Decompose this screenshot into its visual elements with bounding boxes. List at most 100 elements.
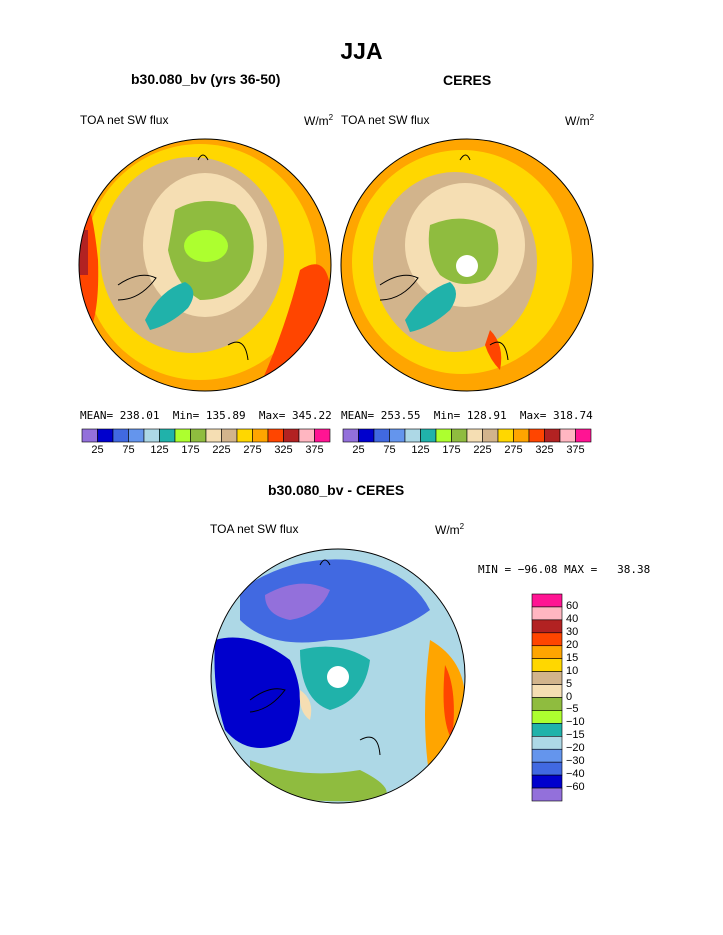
colorbar-swatch bbox=[404, 428, 421, 443]
figure-title: JJA bbox=[340, 38, 383, 64]
colorbar-swatch bbox=[342, 428, 359, 443]
panel1-map-outline bbox=[78, 138, 332, 392]
panel1-max-label: Max= bbox=[258, 409, 286, 422]
colorbar-swatch bbox=[205, 428, 222, 443]
colorbar-swatch bbox=[559, 428, 576, 443]
colorbar-swatch bbox=[283, 428, 300, 443]
panel1-units: W/m2 bbox=[304, 113, 333, 128]
colorbar-tick-label: 5 bbox=[566, 677, 573, 690]
colorbar-tick-label: −40 bbox=[566, 768, 585, 781]
panel2-left-label: TOA net SW flux bbox=[341, 113, 430, 127]
panel2-units-base: W/m bbox=[565, 114, 590, 128]
colorbar-swatch bbox=[531, 606, 563, 621]
panel3-field-wheat bbox=[299, 690, 312, 720]
colorbar-swatch bbox=[531, 723, 563, 737]
panel1-colorbar bbox=[81, 428, 331, 443]
colorbar-tick-label: −5 bbox=[566, 703, 579, 716]
panel2-coastlines bbox=[379, 154, 509, 361]
colorbar-tick-label: 175 bbox=[442, 444, 461, 456]
colorbar-swatch bbox=[97, 428, 114, 443]
panel3-coastlines bbox=[249, 559, 381, 756]
colorbar-swatch bbox=[128, 428, 145, 443]
panel1-map bbox=[79, 139, 331, 391]
colorbar-swatch bbox=[221, 428, 238, 443]
panel1-units-base: W/m bbox=[304, 114, 329, 128]
panel2-max-value: 318.74 bbox=[553, 409, 593, 422]
colorbar-tick-label: 275 bbox=[243, 444, 262, 456]
colorbar-swatch bbox=[112, 428, 129, 443]
panel3-field-darkblue bbox=[214, 637, 300, 748]
panel2-field-green bbox=[428, 218, 499, 284]
colorbar-swatch bbox=[159, 428, 176, 443]
panel3-colorbar bbox=[531, 593, 563, 802]
colorbar-swatch bbox=[531, 593, 563, 608]
colorbar-tick-label: 75 bbox=[383, 444, 396, 456]
colorbar-swatch bbox=[531, 787, 563, 802]
colorbar-swatch bbox=[174, 428, 191, 443]
colorbar-tick-label: 75 bbox=[122, 444, 135, 456]
colorbar-swatch bbox=[531, 710, 563, 724]
colorbar-swatch bbox=[531, 671, 563, 685]
colorbar-tick-label: 225 bbox=[473, 444, 492, 456]
panel2-mean-value: 253.55 bbox=[380, 409, 421, 422]
colorbar-tick-label: 25 bbox=[352, 444, 365, 456]
panel1-mean-value: 238.01 bbox=[119, 409, 160, 422]
panel3-minmax: MIN = −96.08 MAX = 38.38 bbox=[478, 563, 651, 576]
colorbar-tick-label: 10 bbox=[566, 664, 579, 677]
colorbar-tick-label: 40 bbox=[566, 612, 579, 625]
panel2-title: CERES bbox=[443, 72, 492, 88]
colorbar-tick-label: 125 bbox=[150, 444, 169, 456]
panel1-coastlines bbox=[117, 154, 249, 361]
panel2-units-exp: 2 bbox=[589, 113, 595, 122]
colorbar-tick-label: 15 bbox=[566, 651, 579, 664]
panel1-stats: MEAN= 238.01 Min= 135.89 Max= 345.22 bbox=[80, 409, 332, 422]
panel1-field-greenland bbox=[145, 282, 194, 330]
colorbar-tick-label: −20 bbox=[566, 742, 585, 755]
panel2-units: W/m2 bbox=[565, 113, 594, 128]
panel3-units-exp: 2 bbox=[459, 522, 465, 531]
colorbar-swatch bbox=[389, 428, 406, 443]
panel1-title: b30.080_bv (yrs 36-50) bbox=[131, 71, 281, 87]
colorbar-tick-label: −30 bbox=[566, 755, 585, 768]
panel3-map-outline bbox=[210, 548, 466, 804]
colorbar-swatch bbox=[267, 428, 284, 443]
colorbar-swatch bbox=[531, 632, 563, 647]
panel3-title: b30.080_bv - CERES bbox=[268, 482, 405, 498]
colorbar-swatch bbox=[544, 428, 561, 443]
colorbar-swatch bbox=[435, 428, 452, 443]
colorbar-swatch bbox=[482, 428, 499, 443]
colorbar-swatch bbox=[314, 428, 331, 443]
colorbar-swatch bbox=[531, 658, 563, 672]
panel3-field-purple-top bbox=[265, 583, 330, 620]
panel1-mean-label: MEAN= bbox=[80, 409, 114, 422]
colorbar-tick-label: 25 bbox=[91, 444, 104, 456]
panel1-min-label: Min= bbox=[172, 409, 200, 422]
colorbar-tick-label: 325 bbox=[274, 444, 293, 456]
colorbar-swatch bbox=[513, 428, 530, 443]
panel3-field-red-right bbox=[443, 665, 454, 740]
colorbar-swatch bbox=[81, 428, 98, 443]
colorbar-tick-label: −60 bbox=[566, 781, 585, 794]
colorbar-swatch bbox=[528, 428, 545, 443]
panel2-max-label: Max= bbox=[519, 409, 547, 422]
panel3-units: W/m2 bbox=[435, 522, 464, 537]
panel1-units-exp: 2 bbox=[328, 113, 334, 122]
panel1-field-red-right bbox=[260, 264, 331, 385]
colorbar-swatch bbox=[531, 697, 563, 711]
colorbar-tick-label: −10 bbox=[566, 716, 585, 729]
panel2-pole-hole bbox=[456, 255, 478, 277]
colorbar-tick-label: 275 bbox=[504, 444, 523, 456]
colorbar-tick-label: 175 bbox=[181, 444, 200, 456]
colorbar-tick-label: 30 bbox=[566, 625, 579, 638]
colorbar-swatch bbox=[373, 428, 390, 443]
colorbar-tick-label: 125 bbox=[411, 444, 430, 456]
panel1-field-darkred bbox=[79, 230, 88, 275]
colorbar-swatch bbox=[451, 428, 468, 443]
colorbar-swatch bbox=[531, 761, 563, 776]
colorbar-swatch bbox=[358, 428, 375, 443]
colorbar-swatch bbox=[531, 619, 563, 634]
colorbar-tick-label: 225 bbox=[212, 444, 231, 456]
colorbar-tick-label: 0 bbox=[566, 690, 573, 703]
colorbar-tick-label: 375 bbox=[305, 444, 324, 456]
